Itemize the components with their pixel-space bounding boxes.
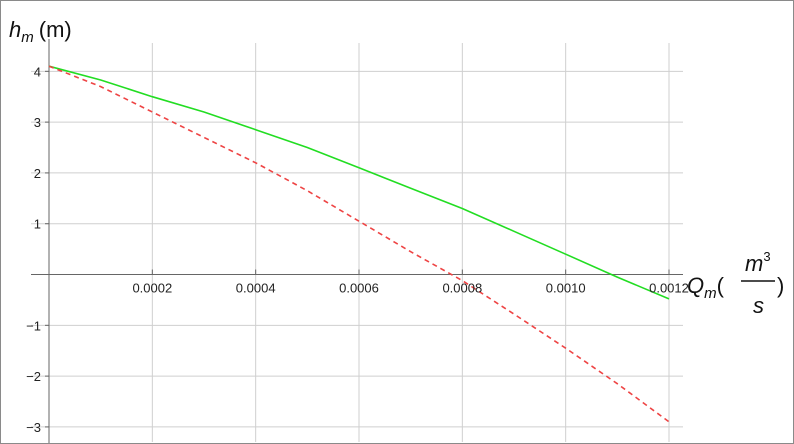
y-tick-label: 3 (34, 115, 41, 130)
x-axis-unit-numerator: m3 (745, 249, 771, 276)
solid-green-series-line (48, 65, 670, 300)
y-tick-label: 2 (34, 166, 41, 181)
y-tick-label: −2 (26, 369, 41, 384)
series-lines (48, 65, 670, 423)
y-axis-symbol: h (9, 17, 21, 42)
x-tick-label: 0.0010 (546, 281, 586, 296)
x-tick-label: 0.0004 (236, 281, 276, 296)
x-tick-label: 0.0006 (339, 281, 379, 296)
x-axis-symbol: Q (687, 273, 704, 298)
dashed-red-series-line (48, 65, 670, 423)
x-axis-unit-denominator: s (753, 293, 764, 318)
y-tick-label: 1 (34, 217, 41, 232)
x-tick-label: 0.0002 (132, 281, 172, 296)
x-tick-label: 0.0008 (442, 281, 482, 296)
y-tick-label: −3 (26, 420, 41, 435)
y-tick-label: 4 (34, 64, 41, 79)
x-tick-label: 0.0012 (649, 281, 689, 296)
x-axis-subscript: m (704, 285, 717, 302)
x-axis-label: Qm( m3 s ) (687, 249, 784, 318)
svg-text:Qm(: Qm( (687, 273, 725, 302)
y-axis-subscript: m (21, 29, 34, 46)
y-axis-unit: (m) (39, 17, 72, 42)
x-axis-close-paren: ) (777, 273, 784, 298)
tick-labels: 0.0002 0.0004 0.0006 0.0008 0.0010 0.0012 4 3 2 1… (26, 64, 689, 435)
x-axis-unit-exponent: 3 (763, 249, 770, 264)
grid-lines (31, 43, 683, 442)
x-axis-open-paren: ( (717, 273, 725, 298)
y-tick-label: −1 (26, 318, 41, 333)
y-axis-label: hm (m) (9, 17, 72, 46)
axes (31, 39, 683, 443)
